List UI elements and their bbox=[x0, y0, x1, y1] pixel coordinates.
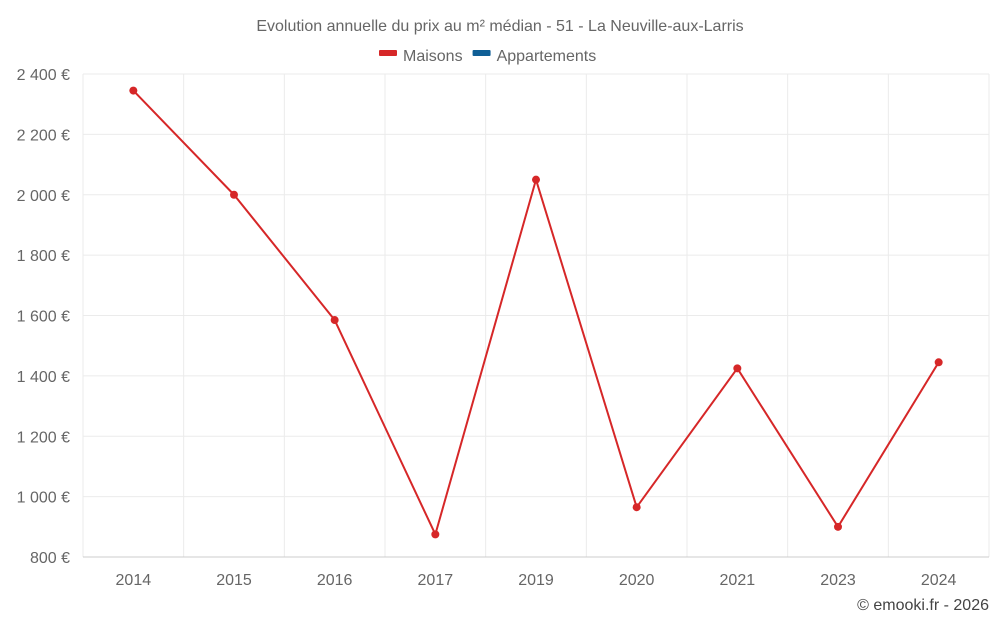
legend: Maisons Appartements bbox=[379, 48, 596, 65]
data-point[interactable] bbox=[331, 316, 339, 324]
y-tick-label: 2 000 € bbox=[17, 188, 70, 205]
x-tick-label: 2024 bbox=[921, 572, 957, 589]
gridlines bbox=[83, 74, 989, 557]
legend-swatch bbox=[379, 50, 397, 56]
data-point[interactable] bbox=[230, 191, 238, 199]
x-tick-label: 2015 bbox=[216, 572, 252, 589]
x-tick-label: 2019 bbox=[518, 572, 554, 589]
legend-item[interactable]: Appartements bbox=[497, 48, 597, 65]
x-tick-label: 2014 bbox=[116, 572, 152, 589]
y-tick-label: 1 600 € bbox=[17, 309, 70, 326]
data-point[interactable] bbox=[733, 364, 741, 372]
x-axis: 2014 2015 2016 2017 2019 2020 2021 2023 2024 bbox=[83, 557, 989, 589]
y-tick-label: 2 200 € bbox=[17, 127, 70, 144]
y-tick-label: 1 200 € bbox=[17, 429, 70, 446]
data-point[interactable] bbox=[532, 176, 540, 184]
data-point[interactable] bbox=[834, 523, 842, 531]
x-tick-label: 2016 bbox=[317, 572, 353, 589]
chart-title: Evolution annuelle du prix au m² médian … bbox=[256, 18, 743, 35]
price-evolution-chart: Evolution annuelle du prix au m² médian … bbox=[0, 0, 1000, 625]
y-axis: 800 € 1 000 € 1 200 € 1 400 € 1 600 € 1 800 €… bbox=[17, 67, 70, 567]
x-tick-label: 2017 bbox=[418, 572, 454, 589]
legend-swatch bbox=[473, 50, 491, 56]
data-point[interactable] bbox=[633, 503, 641, 511]
series-layer bbox=[129, 87, 942, 539]
y-tick-label: 1 800 € bbox=[17, 248, 70, 265]
data-point[interactable] bbox=[935, 358, 943, 366]
y-tick-label: 2 400 € bbox=[17, 67, 70, 84]
data-point[interactable] bbox=[129, 87, 137, 95]
x-tick-label: 2021 bbox=[720, 572, 756, 589]
credit-text: © emooki.fr - 2026 bbox=[857, 597, 989, 614]
series-line-maisons bbox=[133, 91, 938, 535]
x-tick-label: 2020 bbox=[619, 572, 655, 589]
x-tick-label: 2023 bbox=[820, 572, 856, 589]
y-tick-label: 1 000 € bbox=[17, 490, 70, 507]
legend-item[interactable]: Maisons bbox=[403, 48, 463, 65]
y-tick-label: 1 400 € bbox=[17, 369, 70, 386]
data-point[interactable] bbox=[431, 530, 439, 538]
y-tick-label: 800 € bbox=[30, 550, 70, 567]
